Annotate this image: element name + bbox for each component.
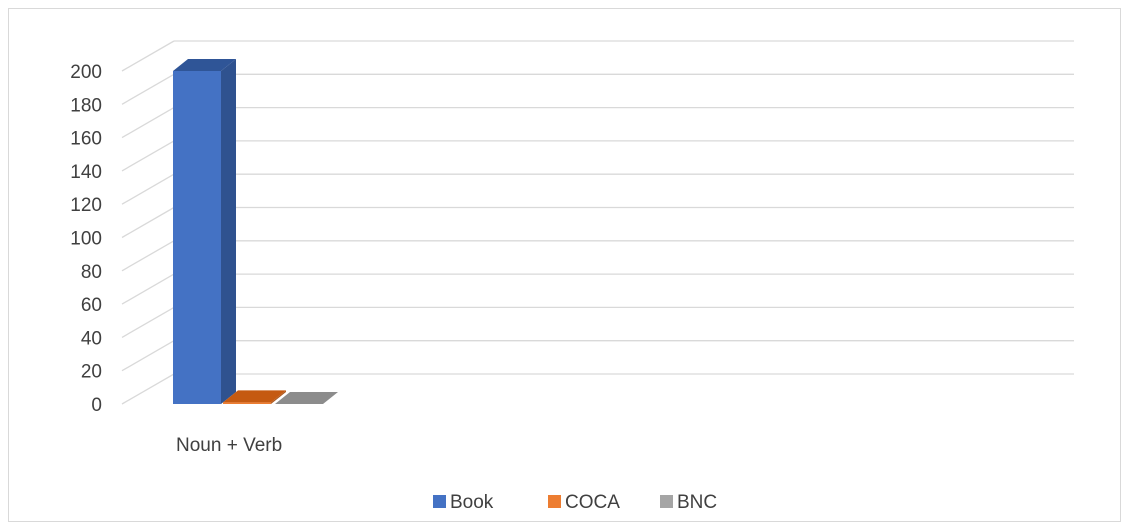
side-gridline bbox=[121, 173, 175, 205]
side-gridline bbox=[121, 306, 175, 338]
side-gridline bbox=[121, 40, 175, 72]
legend-item-bnc: BNC bbox=[660, 492, 717, 513]
legend: Book COCA BNC bbox=[433, 492, 717, 513]
y-tick-label: 20 bbox=[81, 362, 102, 383]
legend-label: BNC bbox=[677, 492, 717, 513]
side-gridline bbox=[121, 373, 175, 405]
legend-swatch bbox=[660, 495, 673, 508]
side-gridline bbox=[121, 140, 175, 172]
bar-bnc bbox=[275, 392, 338, 404]
y-tick-label: 200 bbox=[70, 62, 102, 83]
bar-coca bbox=[223, 390, 286, 404]
bar-top bbox=[275, 392, 338, 404]
side-gridline bbox=[121, 240, 175, 272]
y-axis-ticks: 0 20 40 60 80 100 120 140 160 180 200 bbox=[70, 62, 102, 416]
y-tick-label: 0 bbox=[91, 395, 102, 416]
x-category-label: Noun + Verb bbox=[176, 435, 282, 456]
y-tick-label: 140 bbox=[70, 162, 102, 183]
bar-top bbox=[173, 59, 236, 71]
bar-front bbox=[173, 71, 221, 404]
legend-swatch bbox=[548, 495, 561, 508]
bars bbox=[173, 59, 338, 404]
y-tick-label: 180 bbox=[70, 95, 102, 116]
y-tick-label: 60 bbox=[81, 295, 102, 316]
side-gridline bbox=[121, 107, 175, 139]
bar-side bbox=[221, 59, 236, 404]
side-gridline bbox=[121, 273, 175, 305]
legend-item-coca: COCA bbox=[548, 492, 620, 513]
legend-label: Book bbox=[450, 492, 494, 513]
bar-book bbox=[173, 59, 236, 404]
bar-side bbox=[271, 390, 286, 404]
x-axis-categories: Noun + Verb bbox=[176, 435, 282, 456]
chart-frame: 0 20 40 60 80 100 120 140 160 180 200 Noun + Verb … bbox=[8, 8, 1121, 522]
side-gridline bbox=[121, 73, 175, 105]
y-tick-label: 100 bbox=[70, 229, 102, 250]
legend-item-book: Book bbox=[433, 492, 494, 513]
bar-top bbox=[223, 390, 286, 403]
side-gridline bbox=[121, 340, 175, 372]
gridlines bbox=[121, 40, 1074, 405]
bar-front bbox=[223, 402, 271, 404]
y-tick-label: 120 bbox=[70, 195, 102, 216]
y-tick-label: 40 bbox=[81, 328, 102, 349]
y-tick-label: 80 bbox=[81, 262, 102, 283]
side-gridline bbox=[121, 206, 175, 239]
y-tick-label: 160 bbox=[70, 129, 102, 150]
legend-swatch bbox=[433, 495, 446, 508]
legend-label: COCA bbox=[565, 492, 620, 513]
